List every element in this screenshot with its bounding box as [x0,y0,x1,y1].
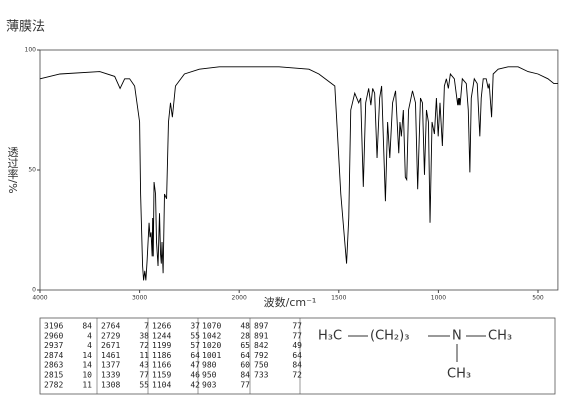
peak-transmittance: 14 [82,351,92,360]
peak-wavenumber: 903 [202,380,217,389]
peak-transmittance: 48 [240,322,250,331]
y-tick-label: 100 [25,47,37,54]
x-tick-label: 1500 [331,295,346,302]
peak-wavenumber: 891 [254,331,269,340]
peak-wavenumber: 2782 [44,380,63,389]
peak-wavenumber: 1070 [202,322,221,331]
chart-title: 薄膜法 [6,20,45,35]
peak-transmittance: 65 [240,341,250,350]
peak-transmittance: 28 [240,331,250,340]
peak-wavenumber: 950 [202,371,217,380]
peak-wavenumber: 1339 [101,371,120,380]
peak-transmittance: 37 [190,322,200,331]
peak-wavenumber: 1159 [152,371,171,380]
peak-transmittance: 84 [82,322,92,331]
y-tick-label: 50 [28,167,36,174]
peak-transmittance: 55 [139,380,149,389]
structure-group: (CH₂)₃ [370,329,409,344]
peak-transmittance: 49 [292,341,302,350]
peak-wavenumber: 2863 [44,361,63,370]
peak-transmittance: 38 [139,331,149,340]
peak-transmittance: 11 [82,380,92,389]
x-tick-label: 4000 [32,295,47,302]
peak-wavenumber: 2960 [44,331,63,340]
y-axis-label: 透过率/% [6,146,19,193]
peak-wavenumber: 1377 [101,361,120,370]
peak-transmittance: 77 [139,371,149,380]
y-tick-label: 0 [32,287,36,294]
peak-wavenumber: 733 [254,371,269,380]
peak-transmittance: 64 [190,351,200,360]
peak-transmittance: 4 [87,331,92,340]
peak-transmittance: 77 [292,331,302,340]
peak-wavenumber: 2874 [44,351,63,360]
peak-wavenumber: 1020 [202,341,221,350]
x-tick-label: 500 [532,295,544,302]
peak-transmittance: 14 [82,361,92,370]
peak-transmittance: 42 [190,380,200,389]
peak-transmittance: 47 [190,361,200,370]
peak-wavenumber: 1166 [152,361,171,370]
peak-transmittance: 11 [139,351,149,360]
peak-transmittance: 7 [144,322,149,331]
peak-wavenumber: 2764 [101,322,120,331]
peak-transmittance: 84 [240,371,250,380]
peak-wavenumber: 1104 [152,380,171,389]
x-tick-label: 2000 [232,295,247,302]
peak-transmittance: 46 [190,371,200,380]
structure-group: H₃C [318,329,342,344]
plot-frame [39,49,559,291]
peak-wavenumber: 897 [254,322,269,331]
peak-transmittance: 60 [240,361,250,370]
x-tick-label: 1000 [431,295,446,302]
peak-transmittance: 77 [240,380,250,389]
peak-wavenumber: 750 [254,361,269,370]
peak-transmittance: 77 [292,322,302,331]
table-frame [39,317,556,395]
x-tick-label: 3000 [132,295,147,302]
peak-wavenumber: 2729 [101,331,120,340]
peak-transmittance: 64 [240,351,250,360]
peak-transmittance: 64 [292,351,302,360]
peak-wavenumber: 2671 [101,341,120,350]
spectrum-line [39,66,558,281]
peak-wavenumber: 2815 [44,371,63,380]
structure-group: CH₃ [447,367,471,382]
structure: H₃C (CH₂)₃ N CH₃ CH₃ [318,329,512,382]
structure-atom: N [452,329,462,344]
peak-transmittance: 10 [82,371,92,380]
peak-wavenumber: 1461 [101,351,120,360]
peak-wavenumber: 1266 [152,322,171,331]
peak-wavenumber: 1001 [202,351,221,360]
peak-wavenumber: 792 [254,351,269,360]
peak-wavenumber: 1199 [152,341,171,350]
peak-wavenumber: 842 [254,341,269,350]
peak-table [39,317,556,395]
peak-wavenumber: 1042 [202,331,221,340]
peak-wavenumber: 1244 [152,331,171,340]
peak-transmittance: 72 [139,341,149,350]
peak-transmittance: 57 [190,341,200,350]
peak-transmittance: 43 [139,361,149,370]
peak-transmittance: 55 [190,331,200,340]
structure-group: CH₃ [488,329,512,344]
peak-wavenumber: 2937 [44,341,63,350]
x-axis-label: 波数/cm⁻¹ [264,296,317,309]
peak-wavenumber: 980 [202,361,217,370]
peak-transmittance: 4 [87,341,92,350]
peak-wavenumber: 1308 [101,380,120,389]
peak-transmittance: 72 [292,371,302,380]
peak-wavenumber: 3196 [44,322,63,331]
peak-transmittance: 84 [292,361,302,370]
peak-wavenumber: 1186 [152,351,171,360]
